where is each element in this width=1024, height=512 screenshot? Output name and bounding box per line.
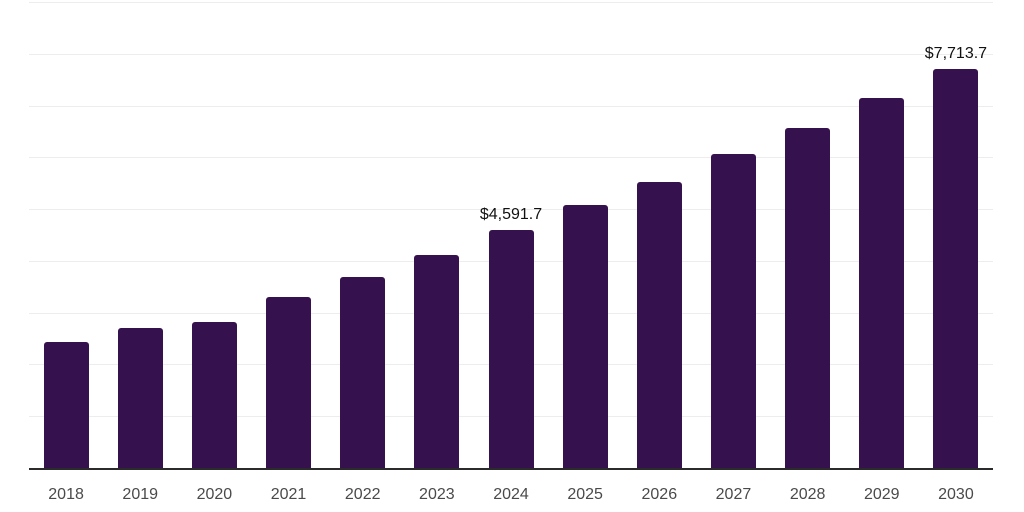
x-tick-label-2019: 2019 [122, 486, 159, 503]
bar-2021[interactable] [266, 296, 312, 468]
bar-2020[interactable] [191, 321, 237, 468]
x-axis-line [29, 468, 993, 470]
bar-2025[interactable] [562, 205, 608, 468]
gridline-8000 [29, 53, 993, 55]
bar-2030[interactable] [933, 68, 979, 468]
x-tick-label-2027: 2027 [715, 486, 752, 503]
data-label-2024: $4,591.7 [479, 206, 543, 224]
x-tick-label-2021: 2021 [270, 486, 307, 503]
x-tick-label-2018: 2018 [48, 486, 84, 503]
bar-2029[interactable] [859, 98, 905, 468]
x-tick-label-2030: 2030 [938, 486, 974, 503]
bar-2024[interactable] [488, 230, 534, 468]
bar-2019[interactable] [117, 327, 163, 468]
x-tick-label-2022: 2022 [344, 486, 381, 503]
bar-2027[interactable] [710, 154, 756, 468]
x-tick-label-2026: 2026 [641, 486, 678, 503]
bar-2023[interactable] [414, 254, 460, 468]
gridline-6000 [29, 157, 993, 159]
gridline-7000 [29, 105, 993, 107]
bar-2022[interactable] [340, 276, 386, 468]
bar-2026[interactable] [636, 181, 682, 468]
gridline-9000 [29, 2, 993, 3]
bar-2018[interactable] [43, 341, 89, 468]
data-label-2030: $7,713.7 [924, 44, 988, 62]
bar-2028[interactable] [785, 127, 831, 468]
x-tick-label-2028: 2028 [789, 486, 826, 503]
x-tick-label-2023: 2023 [419, 486, 455, 503]
x-tick-label-2024: 2024 [493, 486, 529, 503]
x-tick-label-2029: 2029 [863, 486, 900, 503]
x-tick-label-2025: 2025 [567, 486, 603, 503]
x-tick-label-2020: 2020 [196, 486, 233, 503]
